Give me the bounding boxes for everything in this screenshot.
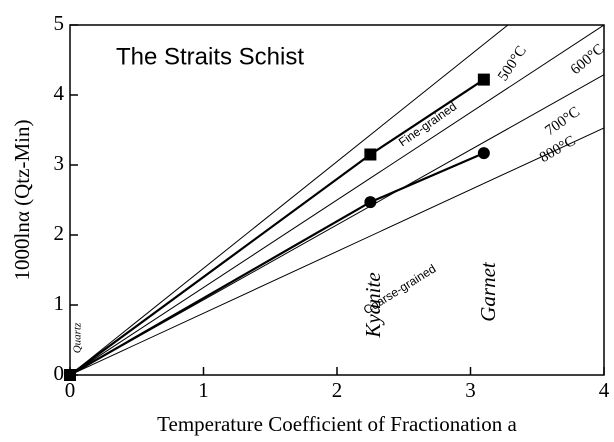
marker — [364, 148, 377, 161]
series-label: 700°C — [542, 104, 583, 139]
annotation: Quartz — [72, 322, 84, 353]
series-label: 800°C — [537, 133, 578, 166]
y-tick-label: 0 — [54, 361, 65, 385]
x-axis-label: Temperature Coefficient of Fractionation… — [157, 412, 517, 436]
series-label: 600°C — [568, 41, 608, 78]
x-tick-label: 3 — [465, 378, 476, 402]
y-axis-label: 1000lnα (Qtz-Min) — [10, 120, 34, 281]
x-tick-label: 4 — [599, 378, 610, 402]
x-tick-label: 0 — [65, 378, 76, 402]
y-tick-label: 2 — [54, 221, 65, 245]
series-line — [70, 25, 509, 375]
y-tick-label: 4 — [54, 81, 65, 105]
y-tick-label: 1 — [54, 291, 65, 315]
x-tick-label: 1 — [198, 378, 209, 402]
marker — [477, 147, 490, 160]
annotation: Kyanite — [361, 272, 385, 338]
marker — [364, 196, 377, 209]
marker — [477, 73, 490, 86]
annotation: Garnet — [476, 261, 500, 322]
y-tick-label: 3 — [54, 151, 65, 175]
annotation: The Straits Schist — [116, 43, 304, 70]
series-label: 500°C — [495, 43, 530, 84]
series-line — [70, 127, 604, 375]
series-line — [70, 152, 485, 375]
y-tick-label: 5 — [54, 11, 65, 35]
series-line — [70, 25, 604, 375]
marker — [64, 369, 76, 381]
x-tick-label: 2 — [332, 378, 343, 402]
